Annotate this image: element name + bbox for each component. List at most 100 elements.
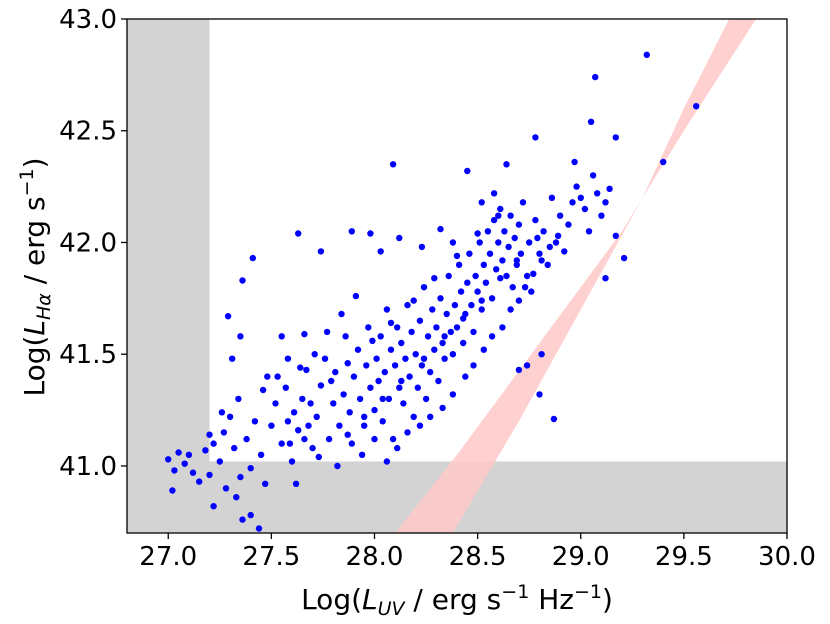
data-point (321, 355, 329, 362)
data-point (303, 366, 310, 374)
data-point (278, 440, 285, 447)
data-point (493, 266, 500, 273)
data-point (540, 228, 547, 235)
data-point (620, 254, 628, 262)
data-point (418, 243, 426, 251)
data-point (344, 431, 351, 438)
excluded-region-1 (127, 19, 210, 533)
data-point (445, 272, 452, 280)
relation-band (395, 19, 757, 533)
data-point (468, 301, 475, 309)
data-point (406, 373, 413, 380)
data-point (373, 355, 380, 362)
data-point (290, 409, 298, 416)
data-point (301, 330, 308, 338)
data-point (400, 400, 407, 407)
data-point (237, 473, 244, 481)
data-point (185, 451, 193, 458)
data-point (369, 337, 376, 344)
data-point (206, 431, 213, 438)
data-point (371, 406, 378, 414)
data-point (352, 292, 360, 300)
data-point (278, 333, 285, 340)
data-point (247, 511, 254, 519)
data-point (224, 313, 232, 320)
data-point (460, 339, 467, 347)
data-point (330, 400, 337, 407)
data-point (509, 284, 516, 291)
x-axis-label: Log(LUV / erg s−1 Hz−1) (301, 581, 613, 620)
data-point (476, 239, 483, 246)
data-point (530, 270, 537, 277)
data-point (342, 333, 349, 340)
plot-frame (126, 18, 788, 534)
data-point (602, 275, 609, 282)
data-point (262, 480, 269, 487)
data-point (189, 469, 197, 476)
data-point (292, 480, 300, 487)
data-point (231, 444, 238, 452)
data-point (416, 422, 424, 429)
data-point (431, 346, 438, 353)
data-point (354, 346, 362, 353)
data-point (464, 279, 471, 286)
data-point (499, 324, 506, 331)
data-point (478, 199, 485, 206)
data-point (435, 377, 442, 385)
data-point (439, 404, 446, 412)
data-point (416, 317, 424, 324)
data-point (571, 158, 578, 166)
data-point (299, 395, 306, 403)
data-point (437, 295, 444, 302)
data-point (478, 297, 485, 304)
data-point (534, 234, 541, 242)
data-point (350, 373, 358, 380)
data-point (488, 295, 496, 302)
data-point (361, 413, 368, 420)
y-tick-label: 43.0 (59, 5, 117, 35)
data-point (431, 275, 438, 282)
data-point (499, 257, 506, 264)
data-point (181, 460, 188, 467)
relation-band-area (395, 19, 757, 533)
data-point (660, 158, 667, 166)
data-point (517, 250, 525, 257)
data-point (235, 395, 242, 403)
data-point (449, 351, 457, 358)
data-point (594, 190, 601, 197)
data-point (577, 194, 584, 201)
data-point (507, 306, 514, 313)
data-point (503, 161, 510, 168)
data-point (612, 134, 619, 141)
data-point (515, 366, 523, 374)
data-point (550, 415, 558, 423)
data-point (474, 288, 481, 295)
data-point (282, 384, 289, 391)
data-point (391, 362, 399, 369)
data-point (383, 458, 391, 465)
data-point (383, 306, 391, 313)
data-point (239, 516, 246, 523)
data-point (348, 440, 355, 447)
data-point (490, 216, 498, 224)
data-point (210, 503, 217, 510)
x-tick-label: 29.5 (655, 542, 713, 572)
data-point (437, 225, 444, 233)
data-point (171, 467, 178, 474)
data-point (427, 413, 434, 420)
data-point (325, 435, 333, 443)
data-point (344, 360, 351, 367)
data-point (305, 422, 312, 429)
data-point (412, 351, 419, 358)
data-point (394, 324, 401, 331)
data-point (474, 230, 481, 237)
data-point (612, 232, 619, 239)
data-point (317, 382, 325, 389)
data-point (460, 315, 467, 322)
data-point (693, 103, 700, 110)
data-point (449, 239, 457, 246)
data-point (536, 391, 543, 398)
data-point (507, 212, 514, 219)
data-point (554, 232, 562, 239)
y-tick-label: 41.0 (59, 452, 117, 482)
